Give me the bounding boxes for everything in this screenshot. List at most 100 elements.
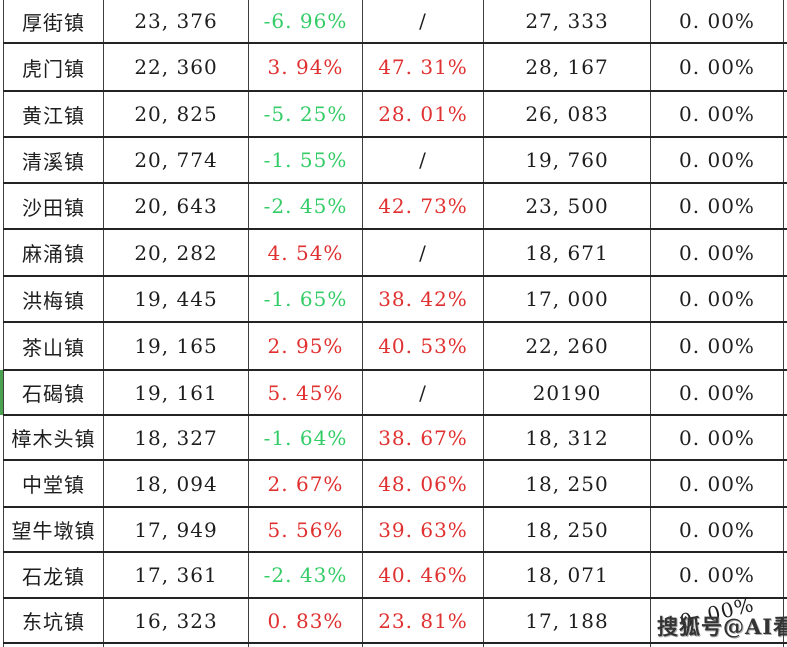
- cell-value: 48. 06%: [362, 459, 484, 507]
- value-label: 5. 45%: [267, 380, 344, 405]
- value-label: 0. 00%: [679, 240, 755, 265]
- value-label: 23. 81%: [378, 608, 468, 633]
- cell-value: 17, 188: [483, 597, 651, 643]
- cell-value: 0. 00%: [650, 459, 784, 507]
- cell-clipped-edge: [783, 506, 787, 552]
- cell-value: 28. 01%: [362, 90, 484, 137]
- cell-town-name: 沙田镇: [3, 182, 104, 229]
- value-label: 0. 00%: [679, 380, 755, 405]
- cell-town-name: 望牛墩镇: [3, 506, 104, 552]
- value-label: 48. 06%: [378, 471, 468, 496]
- cell-value: 28, 167: [483, 42, 651, 91]
- value-label: 0. 00%: [679, 517, 755, 542]
- cell-town-name: 麻涌镇: [3, 228, 104, 276]
- cell-value: 20, 825: [103, 90, 249, 137]
- cell-value: 40. 53%: [362, 321, 484, 370]
- town-name-label: 清溪镇: [22, 149, 85, 174]
- town-name-label: 望牛墩镇: [11, 519, 96, 543]
- cell-clipped-edge: [783, 275, 787, 322]
- table-row-partial: [3, 642, 787, 647]
- value-label: 4. 54%: [267, 240, 344, 265]
- value-label: 16, 323: [134, 608, 218, 633]
- table-row: 茶山镇 19, 165 2. 95% 40. 53% 22, 260 0. 00%: [3, 321, 787, 370]
- value-label: 28. 01%: [378, 102, 468, 126]
- cell-town-name: 石碣镇: [3, 369, 104, 415]
- value-label: 0. 00%: [679, 563, 755, 587]
- value-label: /: [419, 240, 427, 265]
- value-label: -2. 43%: [263, 563, 348, 587]
- cell-value: 19, 760: [483, 136, 651, 183]
- cell-value: 17, 949: [103, 506, 249, 552]
- value-label: 17, 361: [134, 563, 218, 587]
- cell-clipped-edge: [783, 459, 787, 507]
- cell-value: 18, 327: [103, 414, 249, 460]
- watermark: 搜狐号@AI看房: [657, 614, 787, 639]
- cell-town-name: 清溪镇: [3, 136, 104, 183]
- cell-value: 20190: [483, 369, 651, 415]
- cell-value: 0. 00%: [650, 42, 784, 91]
- selected-row-marker: [0, 370, 4, 415]
- cell-town-name: 洪梅镇: [3, 275, 104, 322]
- value-label: 0. 00%: [679, 471, 755, 496]
- value-label: 0. 00%: [679, 55, 755, 79]
- town-name-label: 石碣镇: [22, 382, 85, 406]
- table-row: 中堂镇 18, 094 2. 67% 48. 06% 18, 250 0. 00%: [3, 459, 787, 507]
- cell-value: 40. 46%: [362, 551, 484, 598]
- cell-value: 19, 165: [103, 321, 249, 370]
- cell-clipped-edge: [783, 90, 787, 137]
- value-label: 18, 250: [525, 471, 609, 496]
- cell-empty: [3, 642, 104, 647]
- cell-value: -1. 64%: [248, 414, 363, 460]
- value-label: 0. 00%: [679, 148, 755, 172]
- cell-value: 0. 00%: [650, 551, 784, 598]
- cell-town-name: 东坑镇: [3, 597, 104, 643]
- cell-clipped-edge: [783, 228, 787, 276]
- value-label: 38. 42%: [378, 287, 468, 311]
- cell-value: 0. 00%: [650, 414, 784, 460]
- cell-value: 18, 671: [483, 228, 651, 276]
- cell-value: 18, 071: [483, 551, 651, 598]
- town-name-label: 沙田镇: [22, 195, 85, 220]
- cell-value: 42. 73%: [362, 182, 484, 229]
- cell-value: 20, 282: [103, 228, 249, 276]
- cell-town-name: 石龙镇: [3, 551, 104, 598]
- table-row: 樟木头镇 18, 327 -1. 64% 38. 67% 18, 312 0. 00%: [3, 414, 787, 460]
- table-row: 厚街镇 23, 376 -6. 96% / 27, 333 0. 00%: [3, 0, 787, 43]
- value-label: 19, 445: [134, 287, 218, 311]
- cell-value: 22, 260: [483, 321, 651, 370]
- cell-town-name: 中堂镇: [3, 459, 104, 507]
- value-label: 17, 188: [525, 608, 609, 633]
- value-label: 22, 360: [134, 55, 218, 79]
- cell-value: 27, 333: [483, 0, 651, 43]
- cell-value: -1. 55%: [248, 136, 363, 183]
- table-row: 望牛墩镇 17, 949 5. 56% 39. 63% 18, 250 0. 00%: [3, 506, 787, 552]
- value-label: 40. 46%: [378, 563, 468, 587]
- cell-value: 26, 083: [483, 90, 651, 137]
- cell-value: 38. 42%: [362, 275, 484, 322]
- value-label: -1. 65%: [263, 287, 348, 311]
- cell-value: 18, 250: [483, 506, 651, 552]
- cell-empty: [248, 642, 363, 647]
- cell-clipped-edge: [783, 414, 787, 460]
- value-label: 18, 071: [525, 563, 609, 587]
- cell-value: 0. 83%: [248, 597, 363, 643]
- cell-value: -6. 96%: [248, 0, 363, 43]
- value-label: 2. 95%: [267, 334, 344, 358]
- value-label: 23, 376: [134, 9, 218, 33]
- cell-town-name: 樟木头镇: [3, 414, 104, 460]
- cell-value: 5. 45%: [248, 369, 363, 415]
- table-row: 东坑镇 16, 323 0. 83% 23. 81% 17, 188 0. 00%: [3, 591, 787, 643]
- cell-clipped-edge: [783, 42, 787, 91]
- cell-value: 18, 250: [483, 459, 651, 507]
- value-label: 20, 825: [134, 102, 218, 126]
- cell-value: 0. 00%: [650, 0, 784, 43]
- cell-town-name: 黄江镇: [3, 90, 104, 137]
- cell-value: -2. 45%: [248, 182, 363, 229]
- cell-value: 20, 774: [103, 136, 249, 183]
- value-label: 27, 333: [525, 9, 609, 33]
- cell-value: 2. 67%: [248, 459, 363, 507]
- cell-value: 18, 312: [483, 414, 651, 460]
- cell-value: 3. 94%: [248, 42, 363, 91]
- value-label: 5. 56%: [267, 517, 344, 542]
